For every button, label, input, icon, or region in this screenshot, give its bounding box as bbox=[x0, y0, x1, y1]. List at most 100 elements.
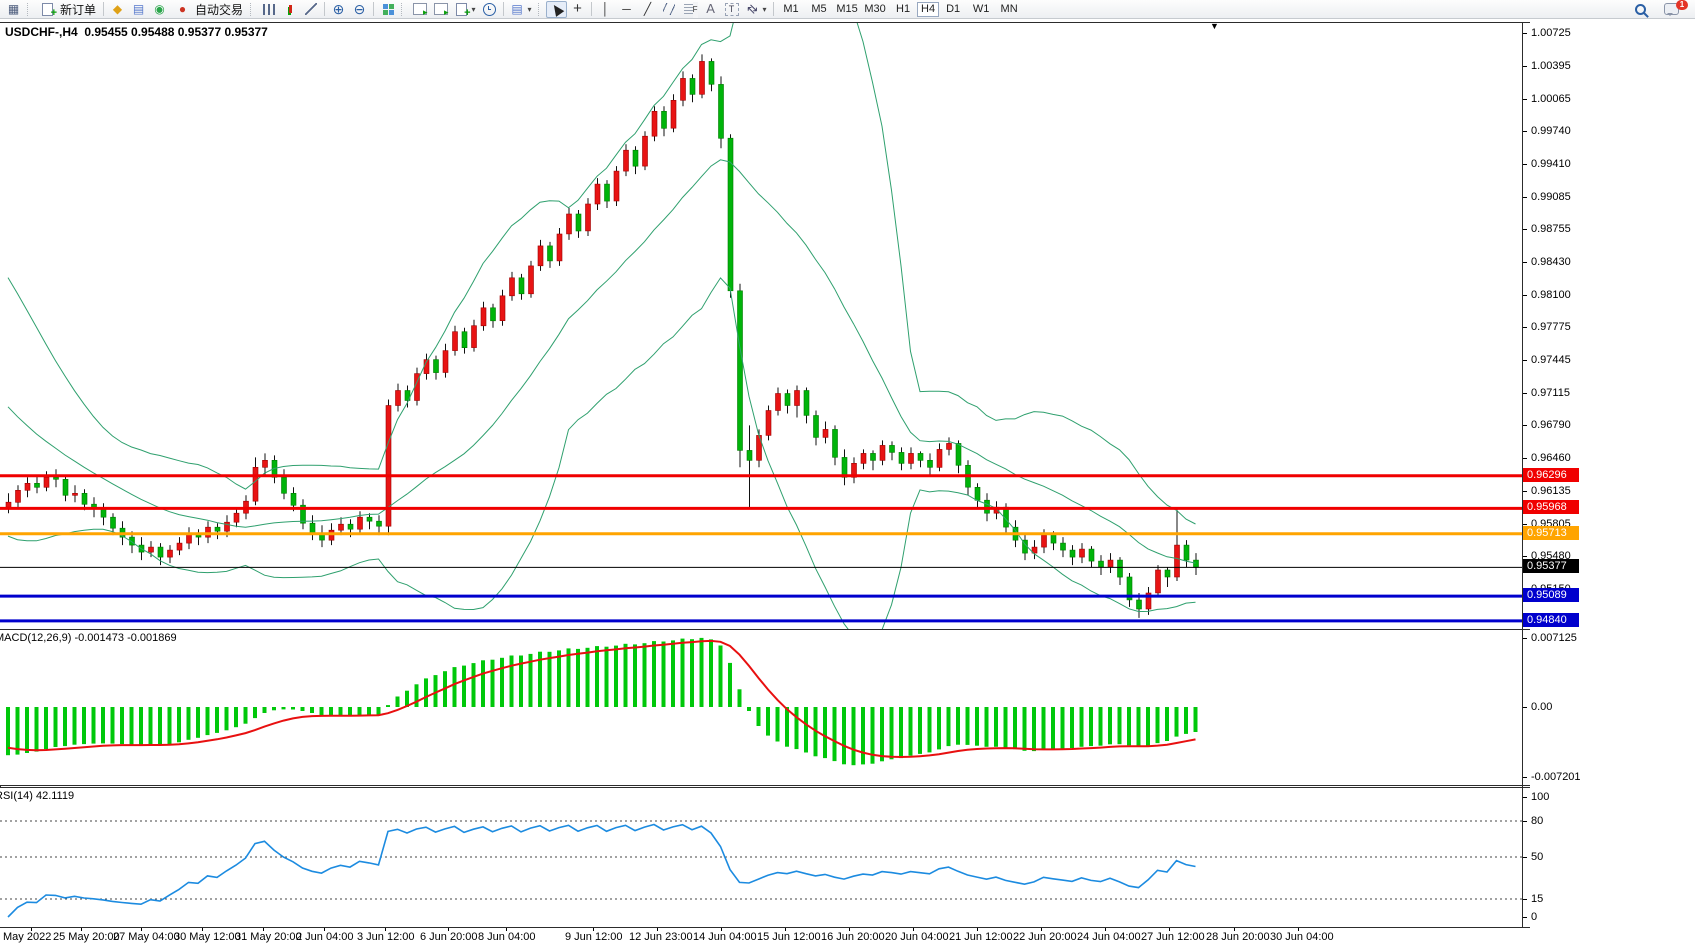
main-macd-separator[interactable] bbox=[0, 629, 1530, 630]
rsi-tick-label: 15 bbox=[1531, 893, 1544, 905]
chat-icon[interactable]: 1 bbox=[1661, 0, 1688, 18]
price-tick bbox=[1523, 294, 1527, 296]
price-line-badge: 0.94840 bbox=[1523, 612, 1579, 627]
new-order-button[interactable]: 新订单 bbox=[35, 1, 100, 21]
vertical-line-tool[interactable]: │ bbox=[601, 2, 610, 16]
time-axis-label: 30 Jun 04:00 bbox=[1270, 931, 1334, 943]
navigator-icon[interactable] bbox=[430, 1, 451, 18]
time-tick bbox=[913, 928, 914, 931]
line-chart-icon[interactable] bbox=[300, 1, 321, 18]
timeframe-H1[interactable]: H1 bbox=[896, 2, 911, 15]
price-tick bbox=[1523, 360, 1527, 362]
price-axis-line bbox=[1522, 22, 1523, 927]
macd-tick bbox=[1523, 707, 1527, 708]
price-tick-label: 0.99410 bbox=[1531, 158, 1571, 171]
price-tick-label: 0.97445 bbox=[1531, 354, 1571, 367]
zoom-out-icon[interactable]: ⊖ bbox=[353, 1, 366, 17]
time-axis-label: 25 May 20:00 bbox=[53, 931, 120, 943]
window-grid-icon[interactable]: ▦ bbox=[7, 2, 20, 16]
timeframe-H4[interactable]: H4 bbox=[917, 1, 940, 17]
price-line-badge: 0.96296 bbox=[1523, 467, 1579, 482]
time-axis-label: 6 Jun 20:00 bbox=[420, 931, 478, 943]
horizontal-line-tool[interactable]: ─ bbox=[622, 2, 631, 16]
metaquotes-icon[interactable]: ◆ bbox=[112, 2, 123, 16]
price-tick bbox=[1523, 393, 1527, 395]
trendline-tool[interactable]: ╱ bbox=[643, 2, 652, 16]
time-tick bbox=[1105, 928, 1106, 931]
timeframe-MN[interactable]: MN bbox=[1000, 2, 1018, 15]
new-order-icon bbox=[39, 1, 57, 21]
text-label-tool[interactable]: T bbox=[721, 1, 742, 18]
price-tick bbox=[1523, 261, 1527, 263]
fibonacci-tool[interactable] bbox=[679, 1, 700, 18]
timeframe-M5[interactable]: M5 bbox=[811, 2, 827, 15]
price-tick-label: 0.96460 bbox=[1531, 452, 1571, 465]
time-axis-label: 15 Jun 12:00 bbox=[757, 931, 821, 943]
clock-icon[interactable] bbox=[479, 1, 500, 18]
timeframe-M30[interactable]: M30 bbox=[864, 2, 886, 15]
price-tick bbox=[1523, 458, 1527, 460]
data-window-icon[interactable] bbox=[409, 1, 430, 18]
price-tick bbox=[1523, 556, 1527, 558]
timeframe-M15[interactable]: M15 bbox=[836, 2, 858, 15]
signals-icon[interactable]: ◉ bbox=[154, 2, 165, 16]
price-tick bbox=[1523, 490, 1527, 492]
candlestick-chart-icon[interactable] bbox=[279, 1, 300, 18]
time-axis[interactable]: May 2022 25 May 20:00 27 May 04:00 30 May 1… bbox=[0, 928, 1695, 946]
zoom-in-icon[interactable]: ⊕ bbox=[332, 1, 345, 17]
timeframe-group: M1 M5 M15 M30 H1 H4 D1 W1 MN bbox=[777, 1, 1023, 17]
time-axis-label: 27 Jun 12:00 bbox=[1141, 931, 1205, 943]
time-axis-label: 3 Jun 12:00 bbox=[357, 931, 415, 943]
auto-trading-icon: ● bbox=[178, 2, 187, 16]
price-line-badge: 0.95377 bbox=[1523, 559, 1579, 574]
new-chart-button[interactable]: ▾ bbox=[451, 1, 479, 21]
chart-template-button[interactable]: ▤ ▾ bbox=[511, 2, 532, 16]
price-tick bbox=[1523, 65, 1527, 67]
macd-pane[interactable] bbox=[0, 630, 1522, 785]
toolbar: ▦ 新订单 ◆ ▤ ◉ ● 自动交易 ⊕ ⊖ ▾ ▤▾ + │ bbox=[0, 0, 1695, 21]
macd-tick-label: 0.007125 bbox=[1531, 632, 1577, 645]
crosshair-tool[interactable]: + bbox=[573, 0, 582, 17]
bollinger-upper-band bbox=[7, 23, 1196, 525]
arrows-tool[interactable]: ⇄ ▾ bbox=[743, 0, 767, 18]
macd-rsi-separator-b[interactable] bbox=[0, 787, 1530, 788]
time-axis-label: May 2022 bbox=[3, 931, 52, 943]
print-preview-icon[interactable]: ▤ bbox=[132, 2, 145, 16]
search-icon[interactable] bbox=[1630, 1, 1651, 18]
rsi-line bbox=[7, 823, 1196, 918]
macd-indicator-label: MACD(12,26,9) -0.001473 -0.001869 bbox=[0, 632, 177, 644]
price-tick bbox=[1523, 33, 1527, 34]
macd-tick-label: 0.00 bbox=[1531, 701, 1553, 713]
text-tool[interactable]: A bbox=[706, 1, 715, 16]
timeframe-M1[interactable]: M1 bbox=[783, 2, 799, 15]
time-axis-label: 9 Jun 12:00 bbox=[565, 931, 623, 943]
chart-title: USDCHF-,H4 0.95455 0.95488 0.95377 0.953… bbox=[5, 25, 268, 39]
bar-chart-icon[interactable] bbox=[258, 1, 279, 18]
auto-trading-button[interactable]: ● 自动交易 bbox=[170, 1, 247, 18]
price-tick-label: 1.00065 bbox=[1531, 92, 1571, 105]
rsi-tick bbox=[1523, 821, 1527, 822]
chart-shift-marker[interactable]: ▼ bbox=[1210, 21, 1219, 31]
rsi-pane[interactable] bbox=[0, 788, 1522, 927]
tile-windows-icon[interactable] bbox=[377, 1, 398, 18]
notification-badge: 1 bbox=[1676, 0, 1688, 10]
price-tick-label: 0.99085 bbox=[1531, 190, 1571, 203]
price-axis[interactable]: 1.00725 1.00395 1.00065 0.99740 0.99410 0.990… bbox=[1523, 22, 1694, 927]
time-axis-label: 12 Jun 23:00 bbox=[629, 931, 693, 943]
price-tick bbox=[1523, 164, 1527, 166]
price-tick-label: 0.98430 bbox=[1531, 255, 1571, 268]
time-axis-label: 20 Jun 04:00 bbox=[885, 931, 949, 943]
channel-tool[interactable] bbox=[658, 1, 679, 18]
timeframe-W1[interactable]: W1 bbox=[972, 2, 990, 15]
cursor-tool[interactable] bbox=[546, 0, 568, 18]
macd-rsi-separator-a[interactable] bbox=[0, 785, 1530, 786]
timeframe-D1[interactable]: D1 bbox=[946, 2, 961, 15]
chart-frame-bottom bbox=[0, 927, 1530, 928]
price-tick bbox=[1523, 327, 1527, 329]
price-tick-label: 0.97775 bbox=[1531, 321, 1571, 334]
time-axis-label: 28 Jun 20:00 bbox=[1206, 931, 1270, 943]
price-tick bbox=[1523, 98, 1527, 100]
main-price-pane[interactable] bbox=[0, 23, 1522, 629]
time-axis-label: 8 Jun 04:00 bbox=[478, 931, 536, 943]
